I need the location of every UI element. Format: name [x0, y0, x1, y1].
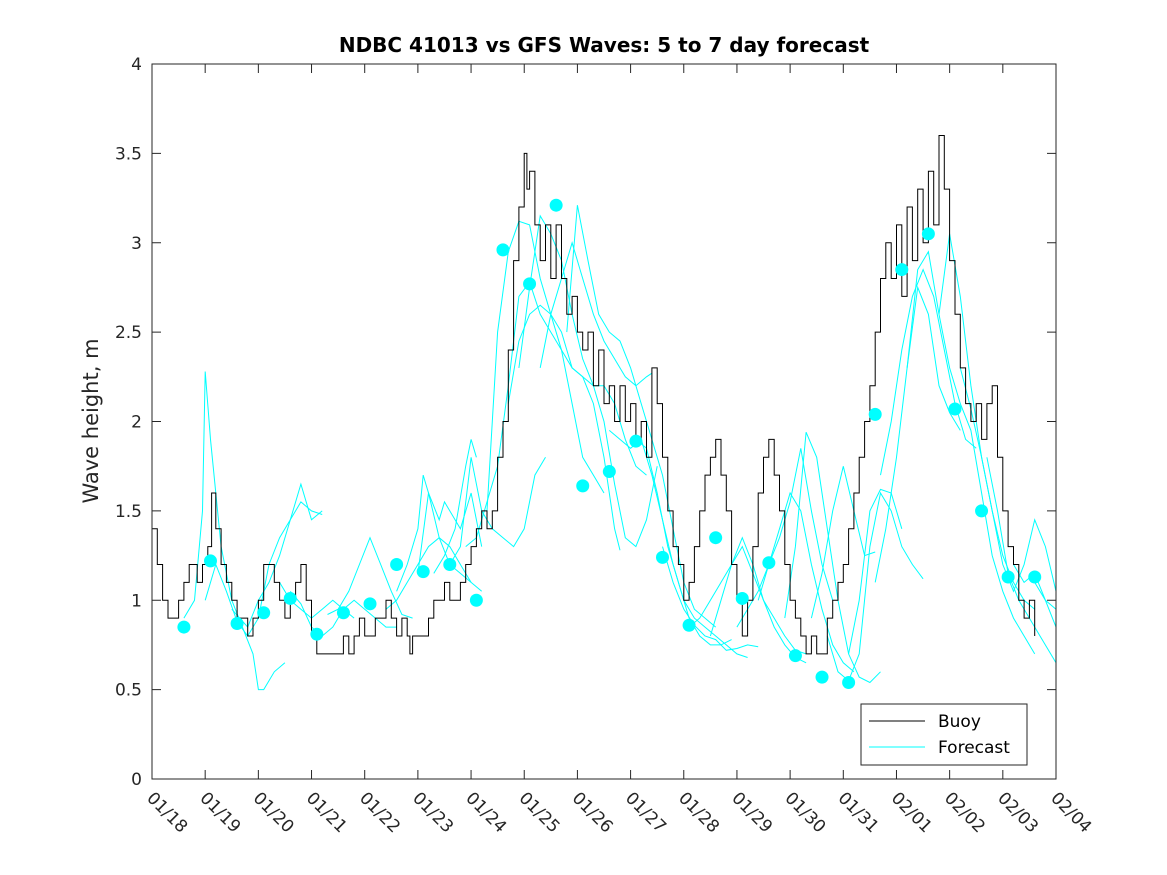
- forecast-line: [385, 537, 472, 610]
- forecast-marker: [788, 649, 802, 663]
- forecast-marker: [336, 606, 350, 620]
- legend-box: [860, 703, 1028, 766]
- forecast-marker: [868, 407, 882, 421]
- forecast-line: [906, 250, 1036, 655]
- y-tick-label: 1: [131, 591, 142, 611]
- forecast-marker: [257, 606, 271, 620]
- forecast-marker: [310, 627, 324, 641]
- legend-forecast-label: Forecast: [938, 738, 1010, 758]
- forecast-marker: [655, 550, 669, 564]
- series-layer: [152, 135, 1057, 691]
- forecast-line: [784, 432, 881, 684]
- forecast-marker: [735, 591, 749, 605]
- legend: Buoy Forecast: [860, 703, 1028, 766]
- forecast-marker: [469, 593, 483, 607]
- y-tick-label: 4: [131, 55, 142, 75]
- forecast-line: [826, 491, 924, 682]
- forecast-line: [231, 482, 323, 629]
- forecast-marker: [177, 620, 191, 634]
- y-axis-label: Wave height, m: [79, 338, 103, 503]
- forecast-line: [518, 214, 658, 548]
- forecast-line: [566, 205, 717, 628]
- y-tick-label: 3.5: [115, 144, 142, 164]
- y-axis: 0 0.5 1 1.5 2 2.5 3 3.5 4: [115, 55, 1056, 790]
- forecast-line: [449, 457, 546, 565]
- forecast-marker: [363, 597, 377, 611]
- forecast-line: [486, 220, 605, 511]
- y-tick-label: 3: [131, 234, 142, 254]
- forecast-marker: [1001, 570, 1015, 584]
- chart-title: NDBC 41013 vs GFS Waves: 5 to 7 day fore…: [339, 33, 870, 57]
- forecast-marker: [602, 465, 616, 479]
- forecast-marker: [443, 558, 457, 571]
- forecast-marker: [948, 402, 962, 416]
- forecast-line: [757, 491, 855, 673]
- forecast-marker: [762, 556, 776, 570]
- forecast-marker: [1028, 570, 1042, 584]
- y-tick-label: 2.5: [115, 323, 142, 343]
- forecast-line: [848, 488, 903, 654]
- forecast-line: [417, 491, 483, 574]
- forecast-line: [709, 545, 807, 664]
- forecast-line: [465, 281, 621, 551]
- forecast-line: [327, 536, 413, 619]
- y-tick-label: 0: [131, 770, 142, 790]
- forecast-line: [433, 439, 477, 574]
- forecast-line: [662, 546, 759, 651]
- forecast-line: [688, 536, 807, 655]
- y-tick-label: 2: [131, 413, 142, 433]
- forecast-line: [539, 241, 653, 387]
- buoy-line: [152, 135, 1036, 655]
- forecast-marker: [682, 618, 696, 632]
- forecast-marker: [842, 675, 856, 689]
- forecast-marker: [709, 531, 723, 545]
- forecast-marker: [629, 434, 643, 448]
- forecast-marker: [283, 591, 297, 605]
- forecast-marker: [390, 558, 404, 571]
- forecast-marker: [496, 243, 510, 257]
- forecast-line: [880, 268, 977, 476]
- forecast-marker: [549, 198, 563, 212]
- forecast-marker: [416, 565, 430, 579]
- y-tick-label: 0.5: [115, 681, 142, 701]
- y-tick-label: 1.5: [115, 502, 142, 522]
- forecast-marker: [230, 616, 244, 630]
- forecast-marker: [203, 554, 217, 568]
- forecast-marker: [523, 277, 537, 291]
- legend-buoy-label: Buoy: [938, 712, 981, 732]
- forecast-marker: [576, 479, 590, 493]
- forecast-marker: [975, 504, 989, 518]
- forecast-line: [507, 304, 647, 476]
- forecast-marker: [921, 227, 935, 241]
- forecast-line: [874, 285, 961, 583]
- forecast-marker: [815, 670, 829, 684]
- forecast-line: [1034, 582, 1057, 610]
- forecast-marker: [895, 263, 909, 277]
